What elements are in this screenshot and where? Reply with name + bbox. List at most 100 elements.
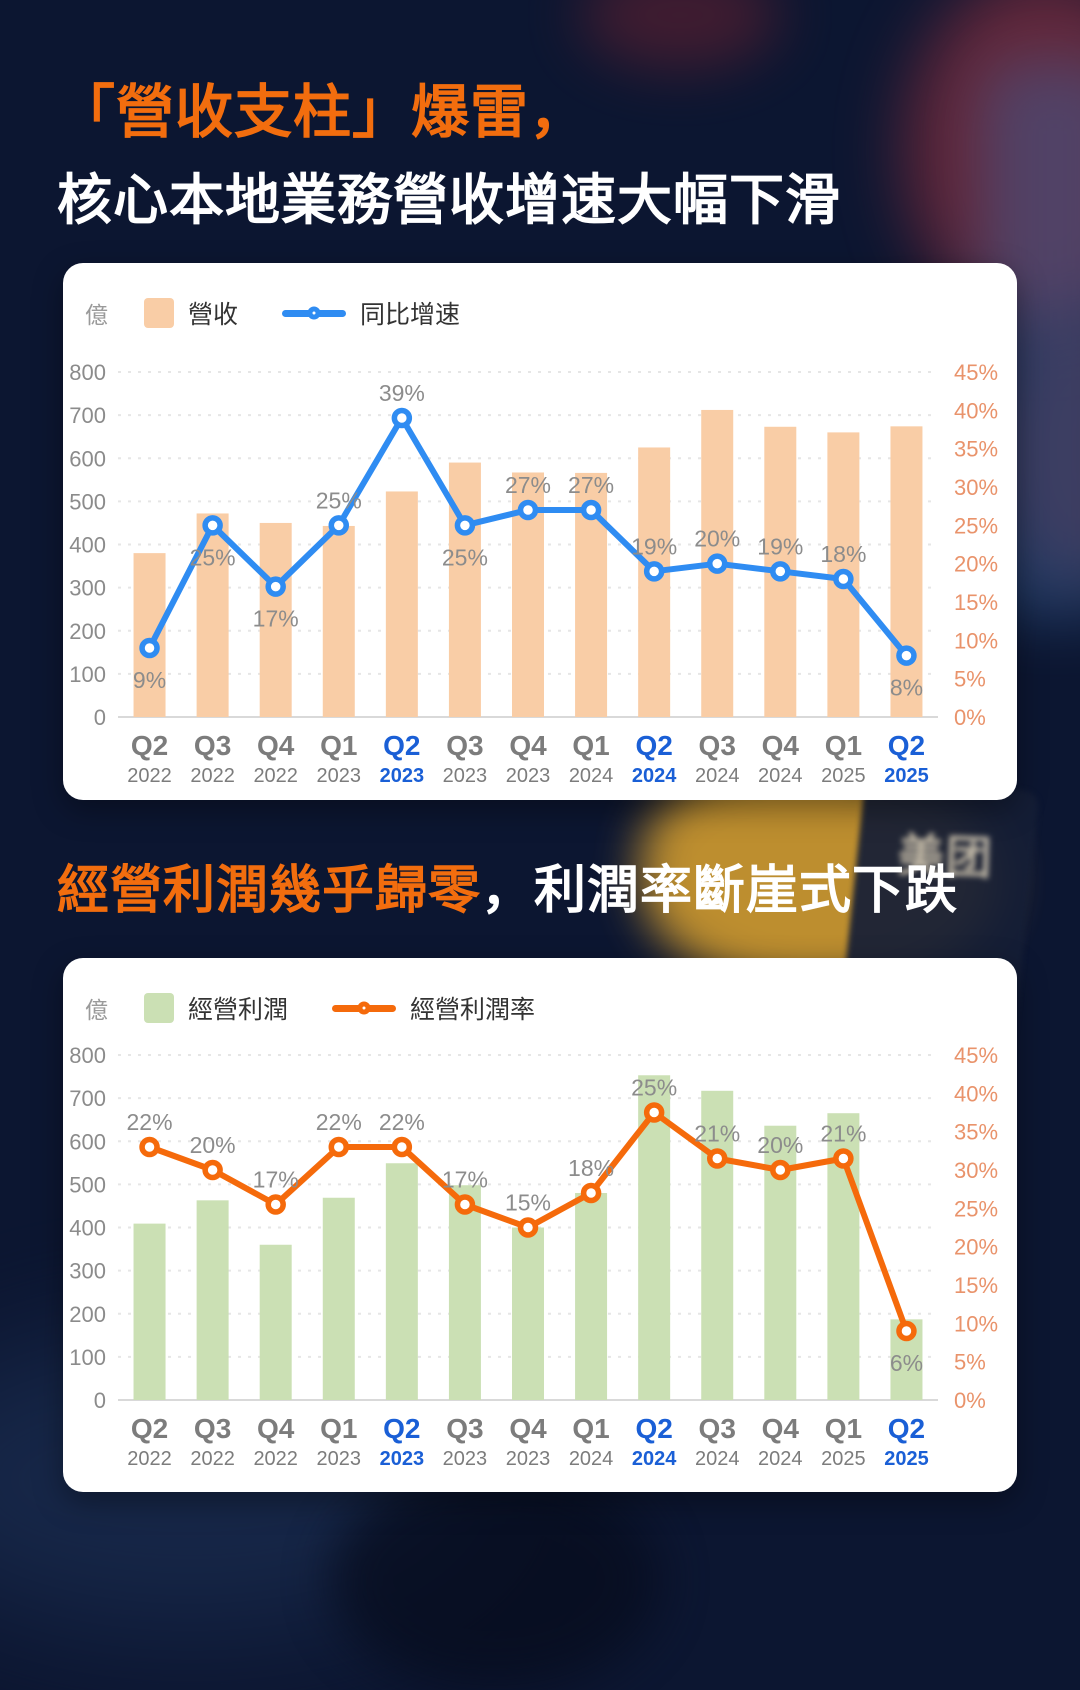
line-point — [454, 1194, 476, 1215]
section2-accent: 經營利潤幾乎歸零 — [57, 862, 482, 920]
value-label: 18% — [568, 1155, 614, 1181]
x-axis-year: 2025 — [884, 1448, 929, 1470]
left-axis-tick: 0 — [94, 705, 106, 730]
x-axis-quarter: Q3 — [446, 730, 483, 761]
left-axis-tick: 200 — [69, 1302, 106, 1327]
x-axis-quarter: Q4 — [762, 730, 800, 761]
right-axis-tick: 45% — [954, 360, 998, 385]
x-axis-year: 2022 — [190, 765, 235, 787]
line-point — [706, 553, 728, 574]
page-title: 「營收支柱」爆雷， 核心本地業務營收增速大幅下滑 — [57, 68, 841, 243]
title-rest: 核心本地業務營收增速大幅下滑 — [57, 168, 842, 231]
right-axis-tick: 10% — [954, 1311, 998, 1336]
x-axis-quarter: Q4 — [257, 730, 295, 761]
x-axis-quarter: Q1 — [572, 1413, 609, 1444]
x-axis-quarter: Q4 — [257, 1413, 295, 1444]
line-point — [580, 1182, 602, 1204]
x-axis-quarter: Q4 — [509, 730, 547, 761]
revenue-chart-card: 億 營收 同比增速 0 100 200 300 400 500 600 700 800 0% 5% 1… — [63, 263, 1017, 800]
value-label: 25% — [190, 544, 236, 570]
revenue-growth-chart: 0 100 200 300 400 500 600 700 800 0% 5% 10% 15% 20% 25… — [69, 360, 998, 787]
line-point — [517, 499, 539, 521]
right-axis-tick: 30% — [954, 1158, 998, 1183]
profit-swatch-icon — [144, 993, 174, 1023]
line-point — [391, 1136, 413, 1158]
bar — [259, 1244, 292, 1400]
x-axis-year: 2025 — [821, 765, 866, 787]
margin-line-swatch-icon — [332, 1001, 397, 1015]
line-point — [391, 407, 413, 429]
line-point — [643, 561, 665, 582]
x-axis-year: 2023 — [380, 1448, 425, 1470]
right-axis-tick: 35% — [954, 1120, 998, 1145]
x-axis-quarter: Q2 — [888, 1413, 925, 1444]
line-point — [202, 1159, 223, 1181]
section2-rest: ，利潤率斷崖式下跌 — [481, 862, 959, 920]
right-axis-tick: 30% — [954, 475, 998, 500]
legend-label: 營收 — [188, 301, 239, 329]
right-axis-tick: 45% — [954, 1043, 998, 1068]
x-axis-quarter: Q3 — [699, 1413, 736, 1444]
section2-title: 經營利潤幾乎歸零，利潤率斷崖式下跌 — [57, 848, 958, 923]
x-axis-year: 2022 — [127, 1448, 172, 1470]
value-label: 22% — [379, 1109, 425, 1135]
x-axis-quarter: Q1 — [572, 730, 609, 761]
legend-label: 經營利潤率 — [410, 996, 536, 1024]
x-axis-quarter: Q3 — [699, 730, 736, 761]
left-axis-tick: 500 — [69, 489, 106, 514]
x-axis-quarter: Q1 — [320, 1413, 357, 1444]
x-axis-quarter: Q2 — [888, 730, 925, 761]
revenue-swatch-icon — [144, 298, 174, 328]
axis-unit-label: 億 — [85, 302, 108, 328]
x-axis-year: 2023 — [506, 1448, 551, 1470]
line-point — [896, 1320, 917, 1342]
x-axis-quarter: Q4 — [509, 1413, 547, 1444]
x-axis-year: 2024 — [569, 765, 614, 787]
title-accent: 「營收支柱」爆雷， — [57, 80, 589, 145]
value-label: 19% — [757, 533, 803, 559]
left-axis-tick: 300 — [69, 576, 106, 601]
x-axis-year: 2022 — [127, 765, 172, 787]
bar — [512, 1227, 544, 1400]
bar — [259, 522, 292, 717]
x-axis-year: 2023 — [506, 765, 551, 787]
x-axis-year: 2024 — [632, 1448, 677, 1470]
x-axis-year: 2024 — [695, 1448, 740, 1470]
revenue-chart-legend: 億 營收 同比增速 — [85, 295, 504, 331]
x-axis-year: 2024 — [695, 765, 740, 787]
axis-unit-label: 億 — [85, 997, 108, 1023]
x-axis-quarter: Q2 — [635, 730, 672, 761]
x-axis-year: 2023 — [443, 765, 488, 787]
x-axis-quarter: Q2 — [383, 1413, 420, 1444]
right-axis-tick: 40% — [954, 1081, 998, 1106]
left-axis-tick: 400 — [69, 1216, 106, 1241]
bar — [196, 1200, 229, 1400]
bar — [638, 447, 671, 717]
left-axis-tick: 800 — [69, 1043, 106, 1068]
bar — [890, 426, 923, 717]
x-axis-year: 2025 — [821, 1448, 866, 1470]
line-point — [265, 576, 286, 597]
value-label: 17% — [253, 606, 299, 632]
right-axis-tick: 20% — [954, 1235, 998, 1260]
value-label: 17% — [253, 1167, 299, 1193]
left-axis-tick: 100 — [69, 1345, 106, 1370]
scooter-wheel-blob — [330, 1470, 660, 1690]
left-axis-tick: 600 — [69, 446, 106, 471]
x-axis-quarter: Q2 — [635, 1413, 672, 1444]
value-label: 25% — [631, 1075, 677, 1101]
value-label: 25% — [442, 544, 488, 570]
left-axis-tick: 400 — [69, 533, 106, 558]
right-axis-tick: 25% — [954, 1196, 998, 1221]
value-label: 20% — [190, 1132, 236, 1158]
x-axis-quarter: Q1 — [825, 1413, 862, 1444]
x-axis-quarter: Q3 — [194, 1413, 231, 1444]
line-point — [139, 1136, 160, 1158]
value-label: 27% — [568, 472, 614, 498]
x-axis-quarter: Q3 — [194, 730, 231, 761]
value-label: 17% — [442, 1167, 488, 1193]
value-label: 21% — [694, 1121, 740, 1147]
x-axis-year: 2023 — [443, 1448, 488, 1470]
bar — [322, 1197, 355, 1400]
